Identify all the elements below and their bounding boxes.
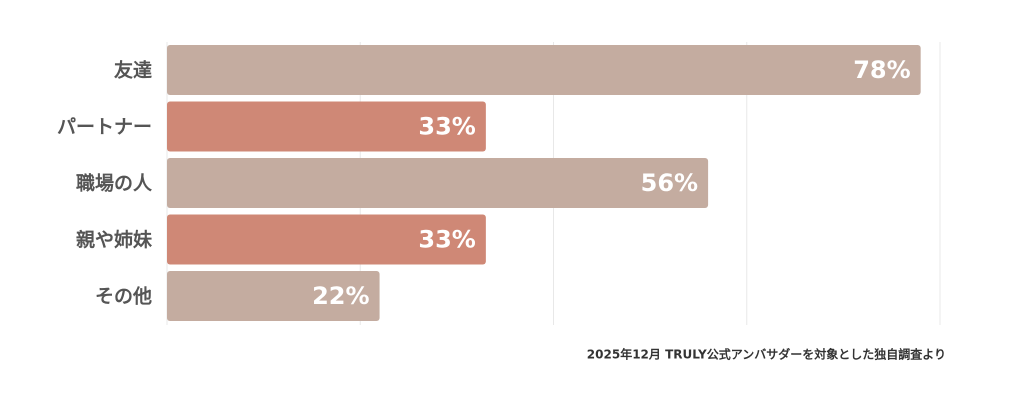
bar [167, 158, 709, 208]
value-label: 33% [418, 226, 475, 254]
category-label: 職場の人 [76, 172, 153, 195]
category-label: 友達 [114, 59, 152, 82]
source-note: 2025年12月 TRULY公式アンバサダーを対象とした独自調査より [587, 347, 946, 362]
bar [167, 101, 486, 152]
bar [167, 214, 486, 265]
value-label: 22% [312, 282, 369, 310]
bar [167, 45, 921, 95]
value-label: 33% [418, 113, 475, 141]
category-label: パートナー [57, 116, 152, 138]
value-label: 78% [853, 56, 910, 84]
category-label: 親や姉妹 [76, 228, 153, 251]
category-label: その他 [95, 285, 152, 308]
bar [167, 271, 380, 321]
value-label: 56% [641, 169, 698, 197]
